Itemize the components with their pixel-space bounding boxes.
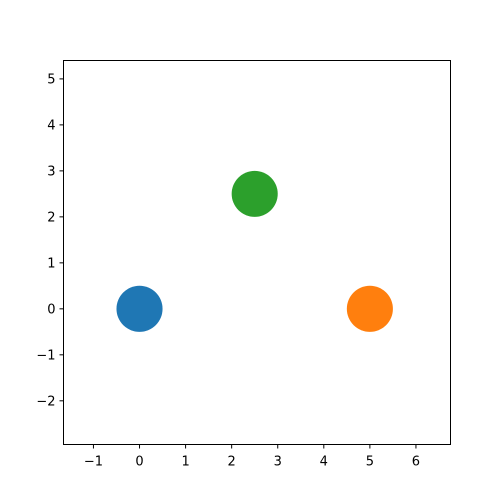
y-tick-label-0: −2 (36, 394, 55, 409)
y-tick-label-2: 0 (47, 302, 55, 317)
x-tick-label-4: 3 (274, 455, 282, 470)
point-2 (231, 170, 278, 217)
x-tick-label-0: −1 (84, 455, 103, 470)
y-tick-label-4: 2 (47, 210, 55, 225)
y-tick-label-5: 3 (47, 164, 55, 179)
x-tick-label-6: 5 (366, 455, 374, 470)
points-layer (116, 170, 393, 332)
y-tick-label-3: 1 (47, 256, 55, 271)
plot-frame (63, 60, 451, 445)
x-tick-label-3: 2 (228, 455, 236, 470)
point-1 (346, 285, 393, 332)
x-tick-label-5: 4 (320, 455, 328, 470)
y-tick-label-7: 5 (47, 72, 55, 87)
y-tick-label-1: −1 (36, 348, 55, 363)
x-tick-label-7: 6 (412, 455, 420, 470)
x-tick-label-1: 0 (135, 455, 143, 470)
point-0 (116, 285, 163, 332)
y-tick-label-6: 4 (47, 118, 55, 133)
x-tick-label-2: 1 (181, 455, 189, 470)
ticks-layer: −1 0 1 2 3 4 5 6 −2 −1 0 1 2 3 4 5 (36, 72, 420, 469)
